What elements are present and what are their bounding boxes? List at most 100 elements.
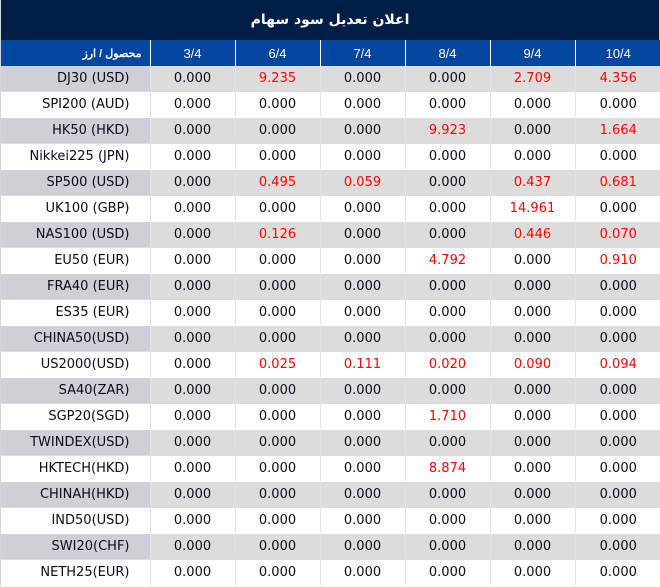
dividend-value-cell: 0.000 [149, 351, 235, 378]
product-cell: HK50 (HKD) [1, 117, 150, 144]
table-row: HKTECH(HKD) 0.000 0.000 0.000 8.874 0.000 0.00… [1, 455, 660, 482]
dividend-value-cell: 0.000 [574, 299, 660, 326]
dividend-value-cell: 1.664 [574, 117, 660, 144]
dividend-value-cell: 8.874 [404, 455, 490, 482]
header-label: محصول / ارز [82, 47, 142, 60]
header-date-10-4: 10/4 [574, 40, 660, 66]
table-row: SPI200 (AUD) 0.000 0.000 0.000 0.000 0.000 0.0… [1, 91, 660, 118]
dividend-value-cell: 0.000 [319, 273, 405, 300]
table-row: NAS100 (USD) 0.000 0.126 0.000 0.000 0.446 0.0… [1, 221, 660, 248]
dividend-value-cell: 0.000 [489, 117, 575, 144]
dividend-value-cell: 0.000 [574, 559, 660, 586]
dividend-value-cell: 0.000 [149, 507, 235, 534]
dividend-value-cell: 0.000 [489, 143, 575, 170]
dividend-value-cell: 0.000 [149, 325, 235, 352]
dividend-value-cell: 0.000 [319, 507, 405, 534]
dividend-value-cell: 0.000 [404, 559, 490, 586]
dividend-value-cell: 0.000 [404, 507, 490, 534]
table-row: ES35 (EUR) 0.000 0.000 0.000 0.000 0.000 0.000 [1, 299, 660, 326]
product-cell: TWINDEX(USD) [1, 429, 150, 456]
dividend-value-cell: 0.000 [149, 117, 235, 144]
dividend-value-cell: 4.356 [574, 66, 660, 92]
dividend-value-cell: 0.000 [404, 481, 490, 508]
header-date-9-4: 9/4 [489, 40, 575, 66]
dividend-value-cell: 0.000 [319, 403, 405, 430]
product-cell: EU50 (EUR) [1, 247, 150, 274]
dividend-value-cell: 0.000 [234, 507, 320, 534]
table-row: TWINDEX(USD) 0.000 0.000 0.000 0.000 0.000 0.0… [1, 429, 660, 456]
dividend-value-cell: 0.000 [319, 66, 405, 92]
dividend-value-cell: 0.000 [319, 117, 405, 144]
product-cell: Nikkei225 (JPN) [1, 143, 150, 170]
dividend-value-cell: 0.000 [149, 91, 235, 118]
dividend-value-cell: 0.126 [234, 221, 320, 248]
dividend-value-cell: 0.000 [319, 455, 405, 482]
dividend-value-cell: 0.000 [489, 507, 575, 534]
table-row: EU50 (EUR) 0.000 0.000 0.000 4.792 0.000 0.910 [1, 247, 660, 274]
dividend-value-cell: 1.710 [404, 403, 490, 430]
dividend-value-cell: 0.020 [404, 351, 490, 378]
dividend-value-cell: 0.000 [319, 195, 405, 222]
dividend-value-cell: 0.025 [234, 351, 320, 378]
dividend-value-cell: 0.000 [149, 481, 235, 508]
table-row: NETH25(EUR) 0.000 0.000 0.000 0.000 0.000 0.00… [1, 559, 660, 586]
dividend-value-cell: 0.000 [489, 273, 575, 300]
table-row: SGP20(SGD) 0.000 0.000 0.000 1.710 0.000 0.000 [1, 403, 660, 430]
dividend-value-cell: 0.000 [574, 143, 660, 170]
dividend-value-cell: 0.000 [234, 143, 320, 170]
dividend-value-cell: 0.000 [234, 195, 320, 222]
dividend-value-cell: 0.000 [404, 533, 490, 560]
dividend-value-cell: 0.000 [234, 481, 320, 508]
dividend-value-cell: 0.000 [489, 377, 575, 404]
dividend-value-cell: 4.792 [404, 247, 490, 274]
dividend-value-cell: 0.000 [574, 195, 660, 222]
table-row: DJ30 (USD) 0.000 9.235 0.000 0.000 2.709 4.356 [1, 66, 660, 92]
dividend-value-cell: 0.000 [404, 195, 490, 222]
dividend-value-cell: 0.000 [574, 533, 660, 560]
dividend-value-cell: 0.000 [149, 273, 235, 300]
dividend-value-cell: 0.000 [234, 403, 320, 430]
dividend-value-cell: 0.000 [404, 91, 490, 118]
table-row: FRA40 (EUR) 0.000 0.000 0.000 0.000 0.000 0.00… [1, 273, 660, 300]
dividend-value-cell: 0.000 [489, 91, 575, 118]
dividend-value-cell: 0.000 [319, 481, 405, 508]
dividend-value-cell: 0.000 [149, 221, 235, 248]
table-row: Nikkei225 (JPN) 0.000 0.000 0.000 0.000 0.000… [1, 143, 660, 170]
dividend-value-cell: 0.059 [319, 169, 405, 196]
dividend-value-cell: 0.000 [489, 299, 575, 326]
dividend-value-cell: 0.000 [404, 429, 490, 456]
dividend-value-cell: 0.000 [149, 429, 235, 456]
dividend-value-cell: 0.000 [404, 273, 490, 300]
dividend-value-cell: 0.000 [234, 247, 320, 274]
table-row: SA40(ZAR) 0.000 0.000 0.000 0.000 0.000 0.000 [1, 377, 660, 404]
dividend-value-cell: 0.000 [149, 169, 235, 196]
dividend-value-cell: 0.000 [319, 143, 405, 170]
product-cell: SGP20(SGD) [1, 403, 150, 430]
dividend-value-cell: 0.000 [149, 377, 235, 404]
product-cell: SA40(ZAR) [1, 377, 150, 404]
product-cell: UK100 (GBP) [1, 195, 150, 222]
table-row: SP500 (USD) 0.000 0.495 0.059 0.000 0.437 0.68… [1, 169, 660, 196]
table-row: UK100 (GBP) 0.000 0.000 0.000 0.000 14.961 0.0… [1, 195, 660, 222]
dividend-value-cell: 0.000 [404, 66, 490, 92]
dividend-value-cell: 0.000 [489, 325, 575, 352]
header-date-6-4: 6/4 [234, 40, 320, 66]
dividend-value-cell: 0.446 [489, 221, 575, 248]
dividend-value-cell: 0.000 [574, 325, 660, 352]
dividend-value-cell: 0.910 [574, 247, 660, 274]
product-cell: CHINAH(HKD) [1, 481, 150, 508]
product-cell: SWI20(CHF) [1, 533, 150, 560]
header-product-currency: محصول / ارز [1, 40, 150, 66]
dividend-value-cell: 0.000 [234, 299, 320, 326]
dividend-value-cell: 0.000 [149, 299, 235, 326]
dividend-value-cell: 0.000 [489, 247, 575, 274]
product-cell: DJ30 (USD) [1, 66, 150, 92]
dividend-value-cell: 0.000 [234, 325, 320, 352]
product-cell: SPI200 (AUD) [1, 91, 150, 118]
dividend-value-cell: 0.000 [319, 325, 405, 352]
dividend-value-cell: 0.000 [234, 455, 320, 482]
table-row: HK50 (HKD) 0.000 0.000 0.000 9.923 0.000 1.664 [1, 117, 660, 144]
table-row: IND50(USD) 0.000 0.000 0.000 0.000 0.000 0.000 [1, 507, 660, 534]
dividend-value-cell: 0.437 [489, 169, 575, 196]
dividend-value-cell: 0.000 [574, 507, 660, 534]
